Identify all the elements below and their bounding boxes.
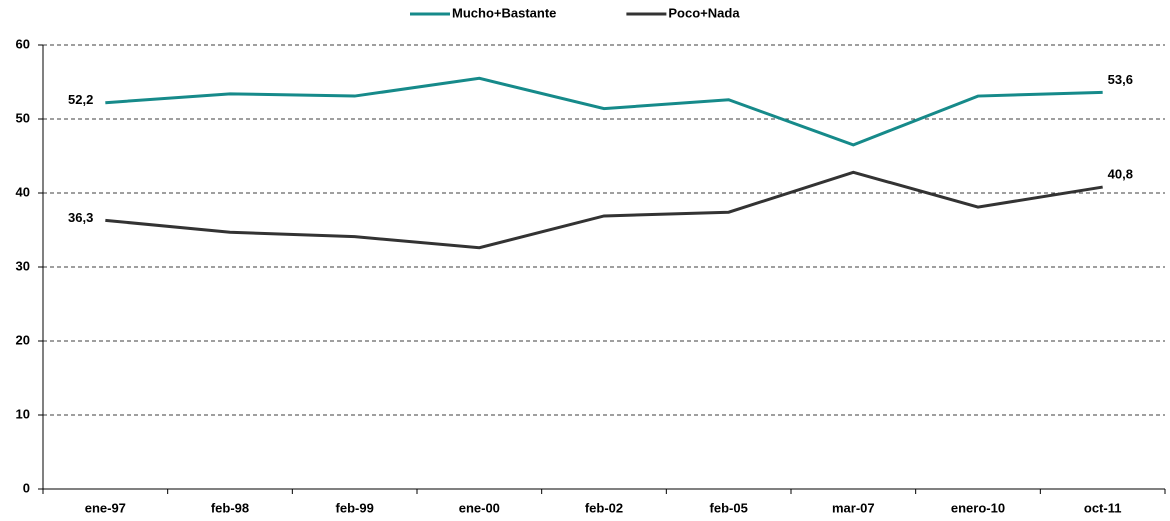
legend-label: Poco+Nada	[668, 5, 740, 20]
y-tick-label: 40	[16, 184, 30, 199]
x-tick-label: oct-11	[1084, 500, 1122, 515]
series-line	[105, 170, 1103, 250]
legend-label: Mucho+Bastante	[452, 5, 556, 20]
x-tick-label: mar-07	[832, 500, 875, 515]
y-tick-label: 20	[16, 332, 30, 347]
data-label: 52,2	[68, 92, 93, 107]
data-label: 36,3	[68, 210, 93, 225]
y-tick-label: 50	[16, 110, 30, 125]
y-tick-label: 60	[16, 36, 30, 51]
x-tick-label: feb-05	[710, 500, 748, 515]
data-label: 53,6	[1108, 72, 1133, 87]
x-tick-label: ene-97	[85, 500, 126, 515]
y-tick-label: 30	[16, 258, 30, 273]
y-tick-label: 0	[23, 480, 30, 495]
x-tick-label: feb-02	[585, 500, 623, 515]
x-tick-label: feb-98	[211, 500, 249, 515]
x-tick-label: feb-99	[336, 500, 374, 515]
data-label: 40,8	[1108, 167, 1133, 182]
x-tick-label: ene-00	[459, 500, 500, 515]
series-line	[105, 76, 1103, 147]
y-tick-label: 10	[16, 406, 30, 421]
x-tick-label: enero-10	[951, 500, 1005, 515]
